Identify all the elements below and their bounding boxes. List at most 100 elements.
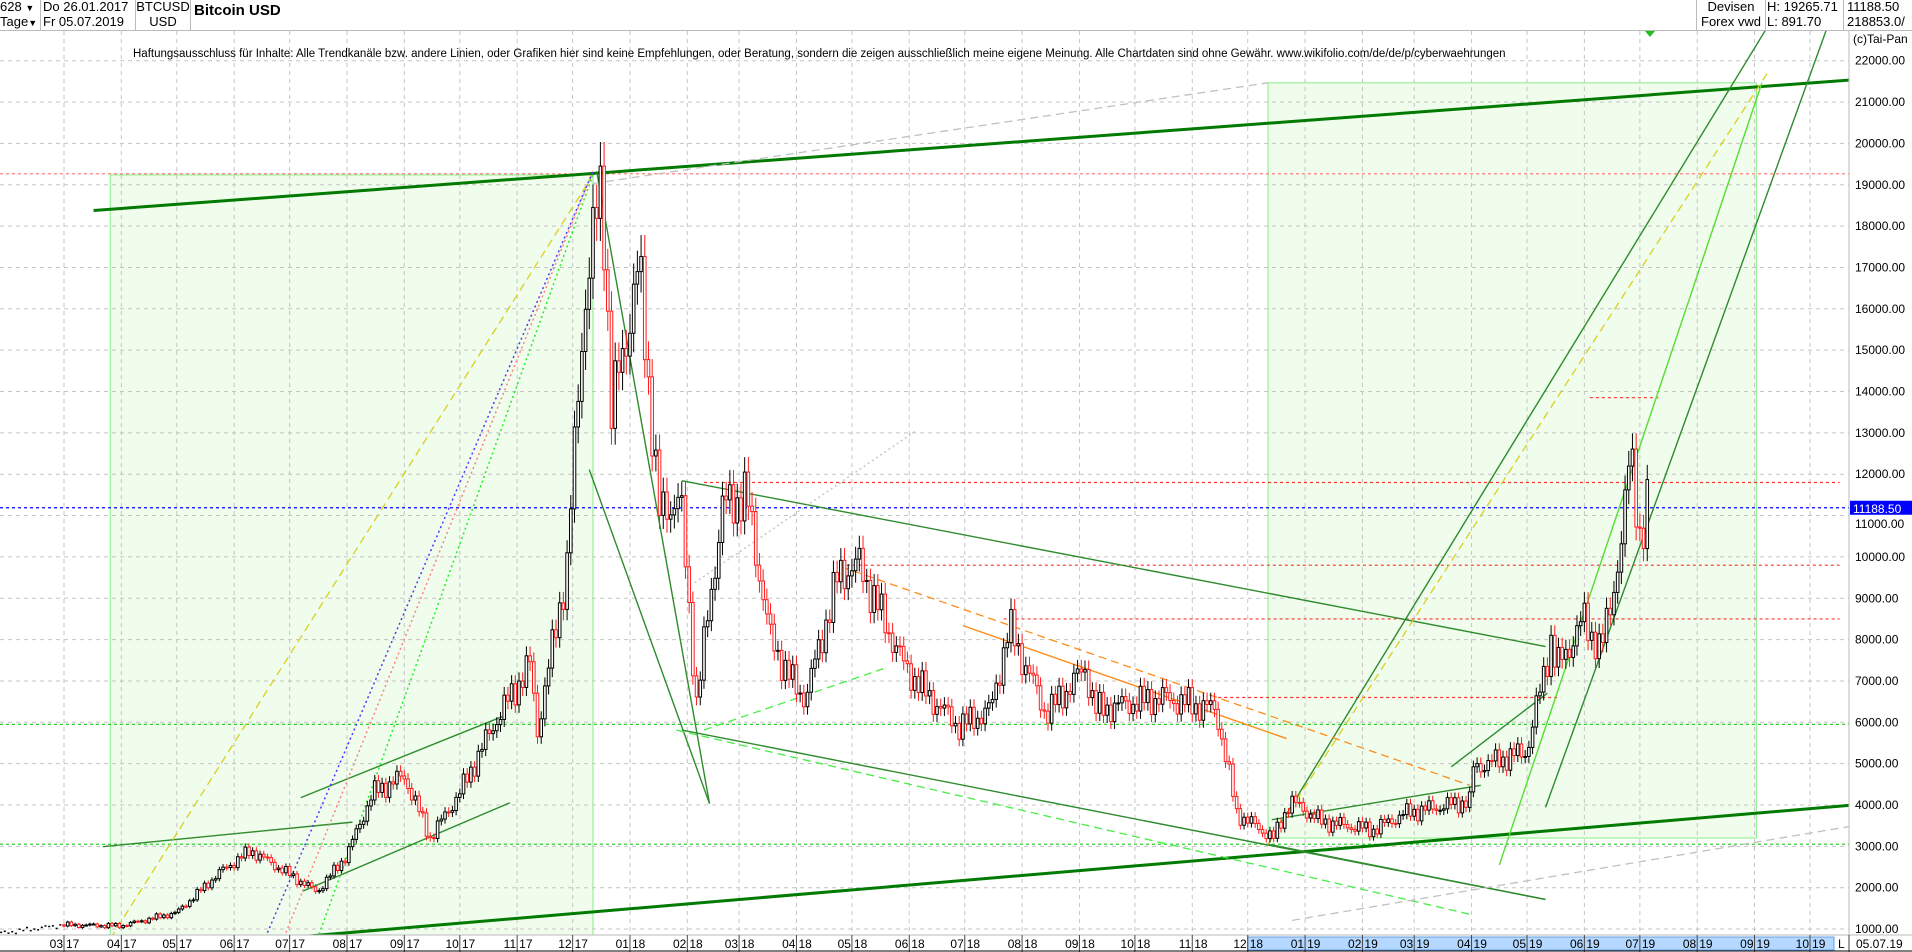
candle-body — [605, 269, 610, 312]
x-tick-year: 19 — [1529, 937, 1543, 951]
candle-body — [372, 780, 377, 801]
candle-body — [1456, 797, 1461, 814]
date-range[interactable]: Do 26.01.2017 Fr 05.07.2019 — [41, 0, 136, 30]
candle-body — [631, 283, 636, 334]
candle-body — [1334, 820, 1339, 826]
candle-body — [495, 724, 499, 732]
candle-body — [1168, 692, 1172, 701]
candle-body — [1397, 814, 1402, 825]
last-price-label: 11188.50 — [1853, 502, 1902, 516]
candle-body — [1097, 691, 1102, 714]
candle-body — [694, 675, 699, 698]
candle-body — [136, 920, 140, 923]
candle-body — [524, 655, 529, 688]
candle-body — [920, 670, 925, 694]
candle-body — [480, 748, 484, 752]
candle-body — [1038, 685, 1043, 711]
x-tick-year: 19 — [1642, 937, 1656, 951]
candle-body — [1012, 609, 1017, 647]
candle-body — [1205, 700, 1209, 705]
candle-body — [1134, 703, 1139, 712]
candle-body — [465, 773, 470, 783]
candle-body — [202, 882, 207, 892]
candle-body — [1057, 685, 1061, 706]
candle-body — [261, 853, 266, 858]
candle-body — [1157, 698, 1161, 705]
candle-body — [506, 694, 510, 702]
candle-body — [1331, 820, 1335, 833]
candle-body — [1549, 634, 1553, 677]
candle-body — [1604, 607, 1609, 644]
candle-body — [439, 818, 444, 822]
candle-body — [924, 670, 928, 697]
candle-body — [794, 664, 799, 695]
candle-body — [409, 787, 414, 801]
candle-body — [565, 552, 569, 610]
candle-body — [413, 795, 418, 801]
candle-body — [957, 722, 962, 740]
candle-body — [1371, 828, 1376, 838]
candle-body — [184, 905, 188, 908]
candle-body — [1260, 829, 1265, 834]
candle-body — [1042, 709, 1047, 712]
candle-body — [1016, 643, 1021, 647]
candle-body — [369, 799, 373, 807]
trend-line — [681, 480, 1546, 648]
candle-body — [1201, 700, 1206, 721]
candle-body — [683, 495, 688, 568]
candle-body — [846, 575, 851, 590]
candle-body — [284, 865, 288, 874]
candle-body — [210, 879, 214, 889]
y-tick-label: 1000.00 — [1855, 922, 1899, 936]
candle-body — [750, 505, 754, 513]
candle-body — [1501, 756, 1505, 768]
candle-body — [1416, 808, 1420, 822]
candle-body — [876, 585, 880, 611]
date-to: Fr 05.07.2019 — [43, 14, 124, 29]
period-selector[interactable]: 628 ▼ Tage▼ — [0, 0, 41, 30]
x-tick-month: 05 — [838, 937, 852, 951]
trend-line — [588, 469, 711, 804]
x-tick-month: 02 — [1348, 937, 1362, 951]
candle-body — [1368, 821, 1372, 838]
x-tick-month: 06 — [895, 937, 909, 951]
candle-body — [550, 629, 555, 669]
candle-body — [938, 706, 943, 709]
candle-body — [273, 861, 277, 871]
y-tick-label: 9000.00 — [1855, 591, 1899, 605]
candle-body — [1075, 668, 1080, 674]
candle-body — [1564, 648, 1568, 660]
candle-body — [1471, 766, 1476, 793]
candle-body — [1401, 814, 1405, 817]
x-tick-month: 08 — [1008, 937, 1022, 951]
candle-body — [509, 683, 514, 702]
candle-body — [839, 559, 843, 583]
candle-body — [513, 683, 518, 706]
candle-body — [816, 639, 821, 660]
candle-body — [1478, 763, 1483, 773]
x-tick-month: 01 — [616, 937, 630, 951]
candle-body — [894, 645, 899, 653]
low-value: L: 891.70 — [1767, 14, 1822, 29]
candle-body — [1552, 634, 1557, 668]
candle-body — [554, 629, 558, 639]
x-tick-month: 10 — [445, 937, 459, 951]
y-tick-label: 10000.00 — [1855, 550, 1905, 564]
candle-body — [594, 206, 599, 219]
candle-body — [1612, 591, 1616, 616]
candle-body — [1312, 813, 1317, 819]
candle-body — [1160, 687, 1165, 705]
x-tick-year: 19 — [1307, 937, 1321, 951]
candle-body — [1323, 818, 1328, 825]
candle-body — [517, 680, 521, 706]
candle-body — [332, 864, 336, 877]
x-tick-year: 17 — [292, 937, 306, 951]
candle-body — [276, 867, 281, 871]
candle-body — [1626, 465, 1631, 491]
candle-body — [306, 882, 310, 886]
y-tick-label: 11000.00 — [1855, 517, 1904, 531]
candle-body — [624, 348, 629, 357]
candle-body — [1641, 527, 1646, 550]
x-tick-month: 09 — [1065, 937, 1079, 951]
